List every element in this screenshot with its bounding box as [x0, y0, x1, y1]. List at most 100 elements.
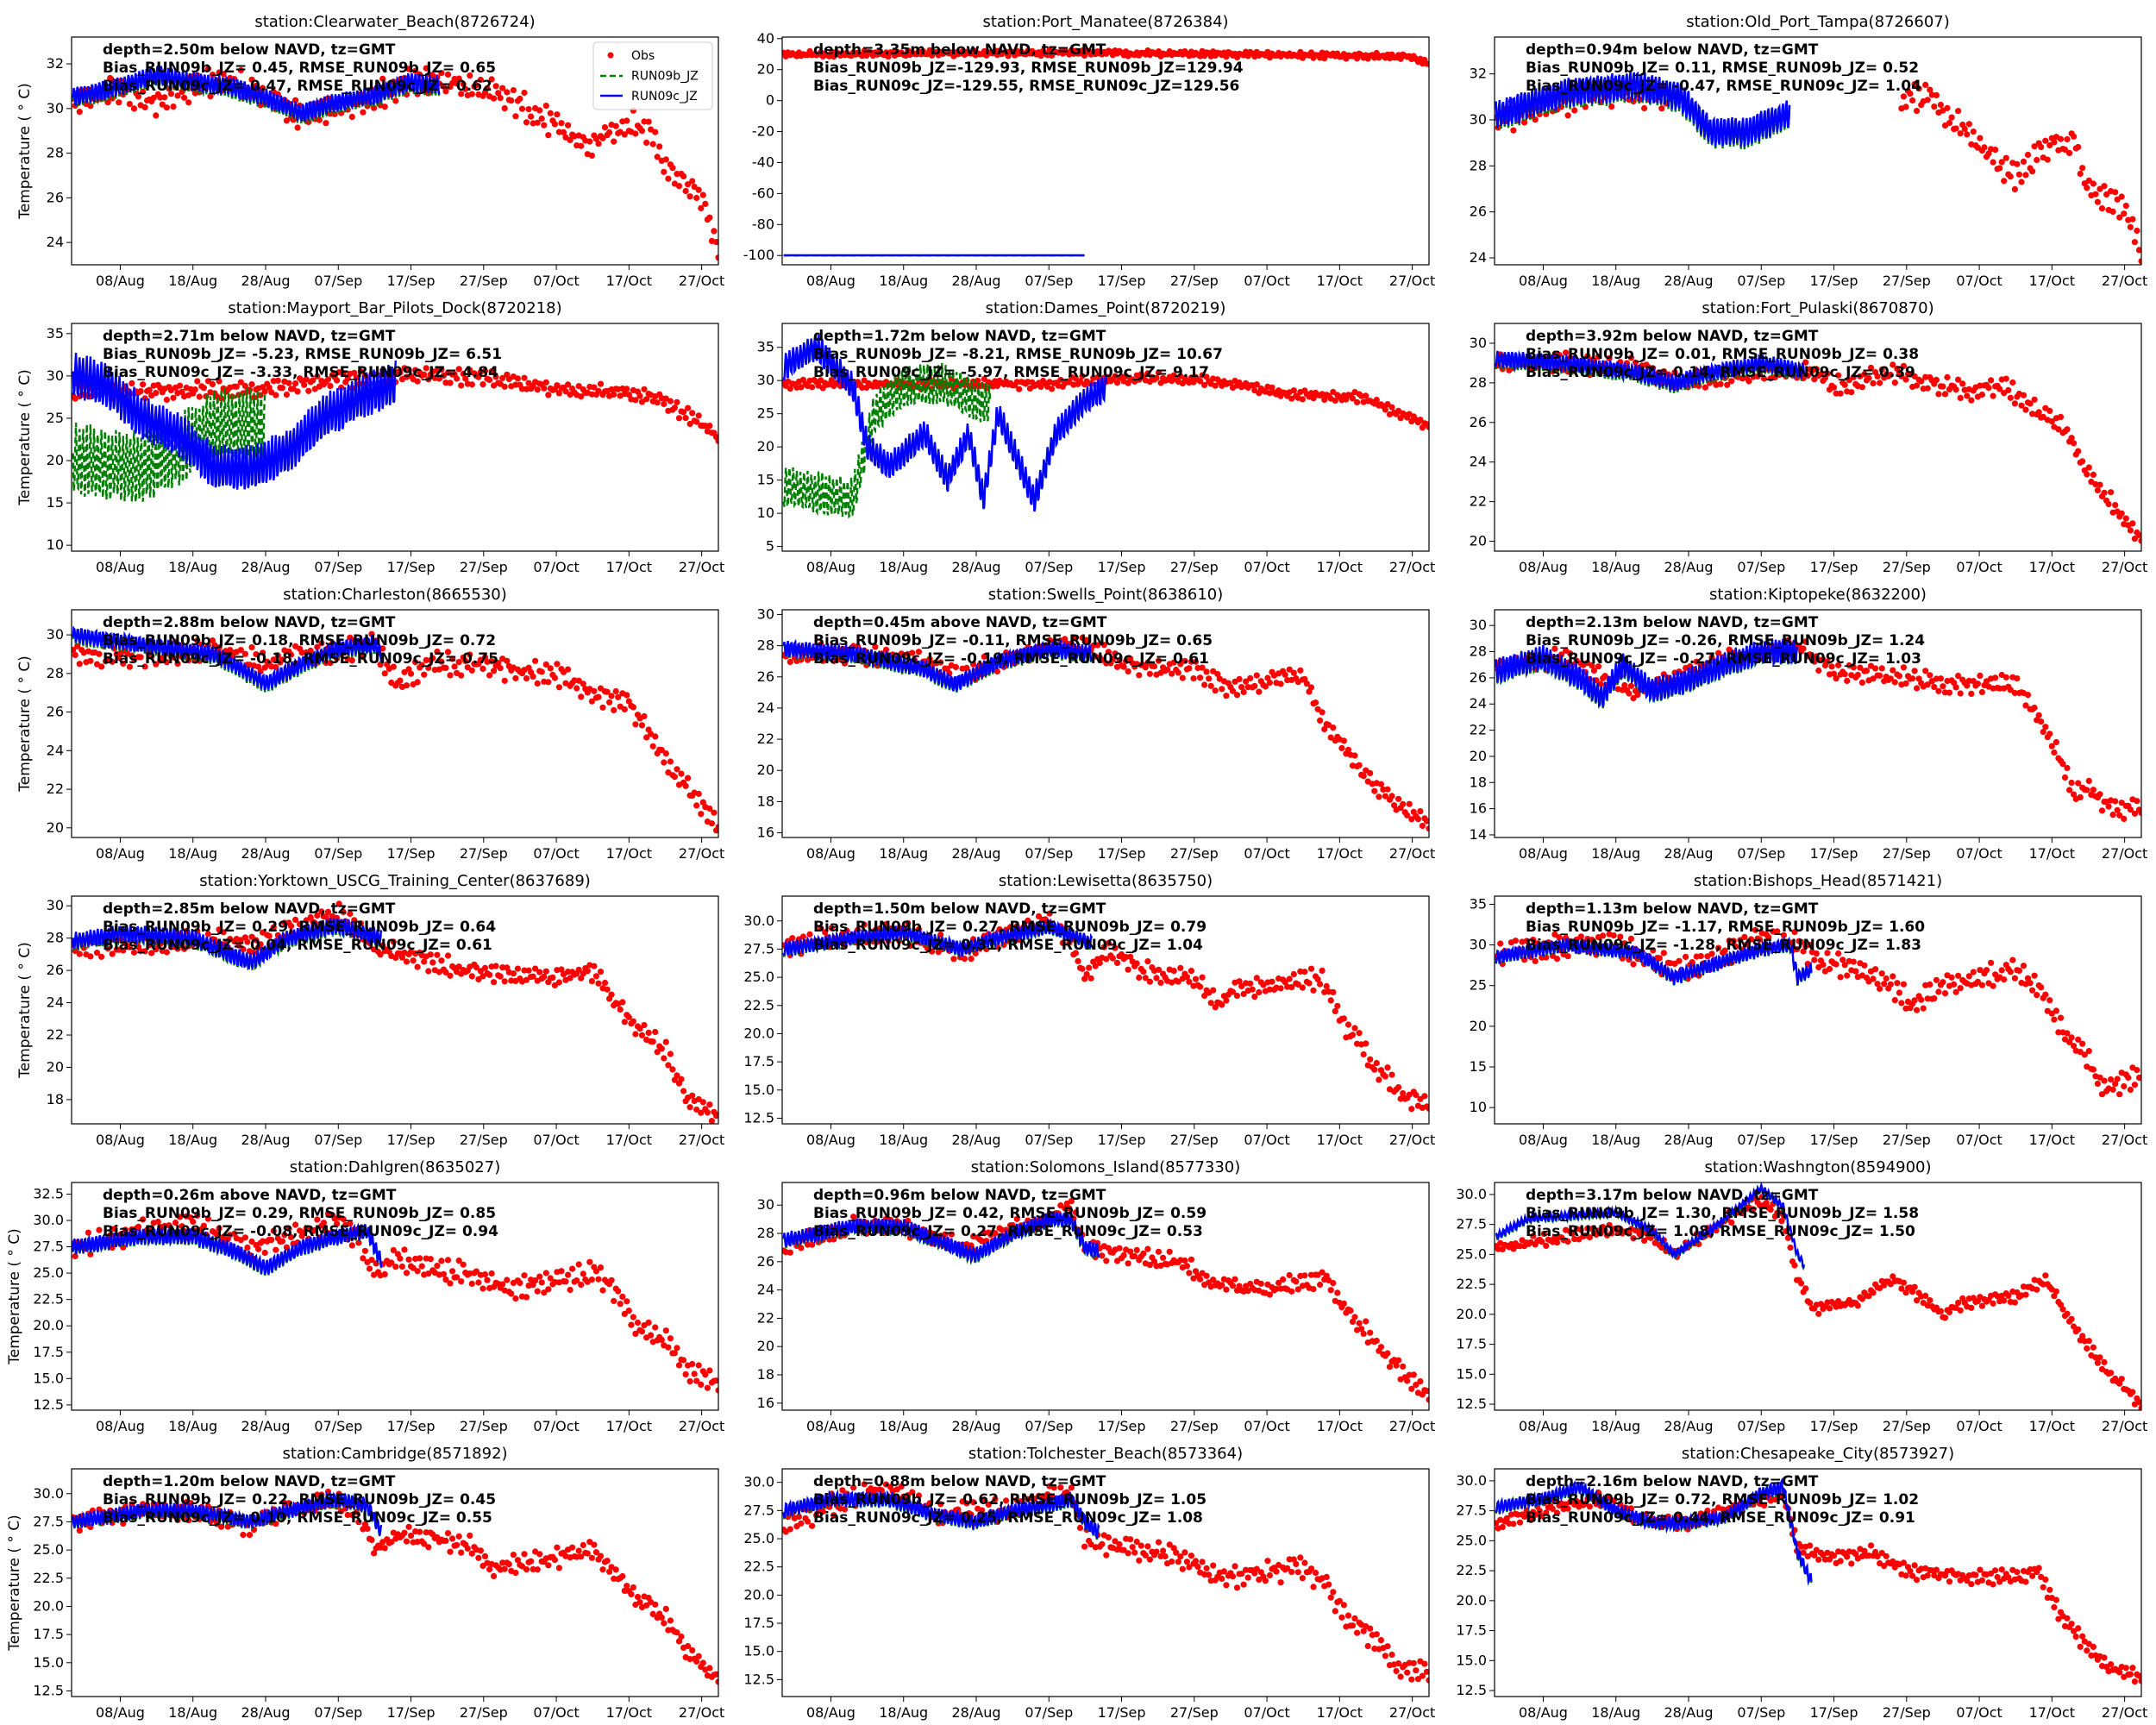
y-tick-label: 15.0	[743, 1082, 774, 1098]
obs-point	[514, 375, 522, 382]
obs-point	[1340, 1015, 1347, 1022]
obs-point	[1388, 404, 1395, 411]
obs-point	[551, 121, 559, 128]
subplot: station:Dahlgren(8635027)08/Aug 18/Aug 28/…	[6, 1158, 724, 1434]
obs-point	[425, 376, 432, 383]
obs-point	[2042, 137, 2049, 144]
obs-point	[1201, 681, 1208, 688]
obs-point	[109, 950, 116, 957]
obs-point	[323, 913, 329, 920]
obs-point	[1985, 385, 1992, 392]
obs-point	[597, 380, 605, 387]
obs-point	[237, 647, 244, 654]
x-tick-label: 27/Oct	[2102, 1132, 2147, 1148]
obs-point	[1376, 794, 1382, 800]
obs-point	[2042, 1272, 2049, 1279]
obs-point	[2116, 214, 2123, 221]
obs-point	[1641, 104, 1648, 112]
obs-point	[2127, 1086, 2134, 1094]
obs-point	[130, 105, 138, 112]
obs-point	[669, 165, 676, 172]
obs-point	[1870, 380, 1877, 386]
x-tick-label: 07/Sep	[1025, 1418, 1073, 1434]
obs-point	[634, 1319, 642, 1327]
y-tick-label: 26	[47, 704, 64, 720]
obs-point	[196, 393, 203, 400]
obs-point	[1715, 649, 1722, 656]
obs-point	[279, 656, 285, 663]
obs-point	[1112, 650, 1119, 657]
obs-point	[1321, 55, 1328, 62]
x-tick-label: 17/Oct	[1317, 273, 1363, 289]
obs-point	[2064, 426, 2071, 433]
obs-point	[1169, 670, 1175, 677]
obs-point	[2027, 400, 2034, 407]
x-tick-label: 17/Sep	[1810, 1132, 1858, 1148]
x-tick-label: 17/Oct	[1317, 845, 1363, 862]
obs-point	[624, 117, 630, 124]
obs-point	[2007, 687, 2014, 693]
obs-point	[952, 663, 959, 671]
obs-point	[397, 677, 404, 684]
obs-point	[555, 684, 563, 691]
obs-point	[678, 770, 685, 777]
obs-point	[1317, 717, 1324, 724]
obs-point	[1153, 374, 1160, 381]
obs-point	[1870, 975, 1877, 982]
x-tick-label: 28/Aug	[1664, 559, 1714, 575]
obs-point	[654, 1049, 661, 1056]
obs-point	[2002, 375, 2009, 382]
run09b-line	[782, 362, 992, 519]
obs-point	[1264, 674, 1271, 681]
obs-point	[1977, 672, 1984, 680]
obs-point	[621, 131, 628, 138]
obs-point	[1327, 734, 1334, 741]
obs-point	[475, 975, 482, 982]
obs-point	[2090, 1344, 2096, 1351]
obs-point	[1964, 392, 1971, 399]
plot-frame	[781, 36, 1430, 266]
obs-point	[1340, 1300, 1347, 1307]
obs-point	[1935, 988, 1942, 995]
y-tick-label: 30	[47, 367, 64, 384]
x-tick-label: 08/Aug	[1519, 559, 1568, 575]
obs-point	[76, 950, 83, 957]
obs-point	[588, 1276, 596, 1283]
obs-point	[2002, 674, 2009, 681]
obs-point	[1310, 987, 1317, 994]
obs-point	[2051, 749, 2058, 756]
obs-point	[135, 93, 142, 100]
obs-point	[1192, 975, 1200, 982]
obs-point	[1307, 965, 1315, 972]
obs-point	[1280, 1276, 1287, 1283]
obs-point	[141, 948, 148, 955]
obs-point	[2075, 780, 2082, 787]
obs-point	[244, 938, 251, 945]
obs-point	[685, 405, 692, 411]
obs-point	[96, 650, 103, 657]
obs-point	[1671, 369, 1678, 376]
obs-point	[2077, 794, 2084, 801]
obs-point	[689, 178, 696, 185]
x-tick-label: 17/Oct	[2029, 1132, 2075, 1148]
y-tick-label: 30	[1470, 111, 1487, 128]
obs-point	[686, 420, 693, 428]
y-tick-label: 15.0	[33, 1370, 64, 1386]
run09c-line	[72, 918, 383, 971]
obs-point	[484, 85, 491, 91]
obs-point	[981, 375, 987, 383]
obs-point	[392, 97, 399, 104]
obs-point	[632, 1031, 639, 1038]
obs-point	[970, 661, 977, 668]
obs-point	[674, 171, 680, 178]
obs-point	[2121, 815, 2128, 823]
obs-point	[621, 1019, 628, 1026]
obs-point	[545, 132, 552, 139]
obs-point	[1900, 1279, 1907, 1286]
x-tick-label: 27/Oct	[2102, 273, 2147, 289]
obs-point	[1282, 671, 1288, 678]
y-tick-label: 15	[47, 494, 64, 511]
obs-point	[98, 663, 105, 670]
obs-point	[1371, 787, 1378, 794]
x-tick-label: 18/Aug	[168, 1132, 217, 1148]
